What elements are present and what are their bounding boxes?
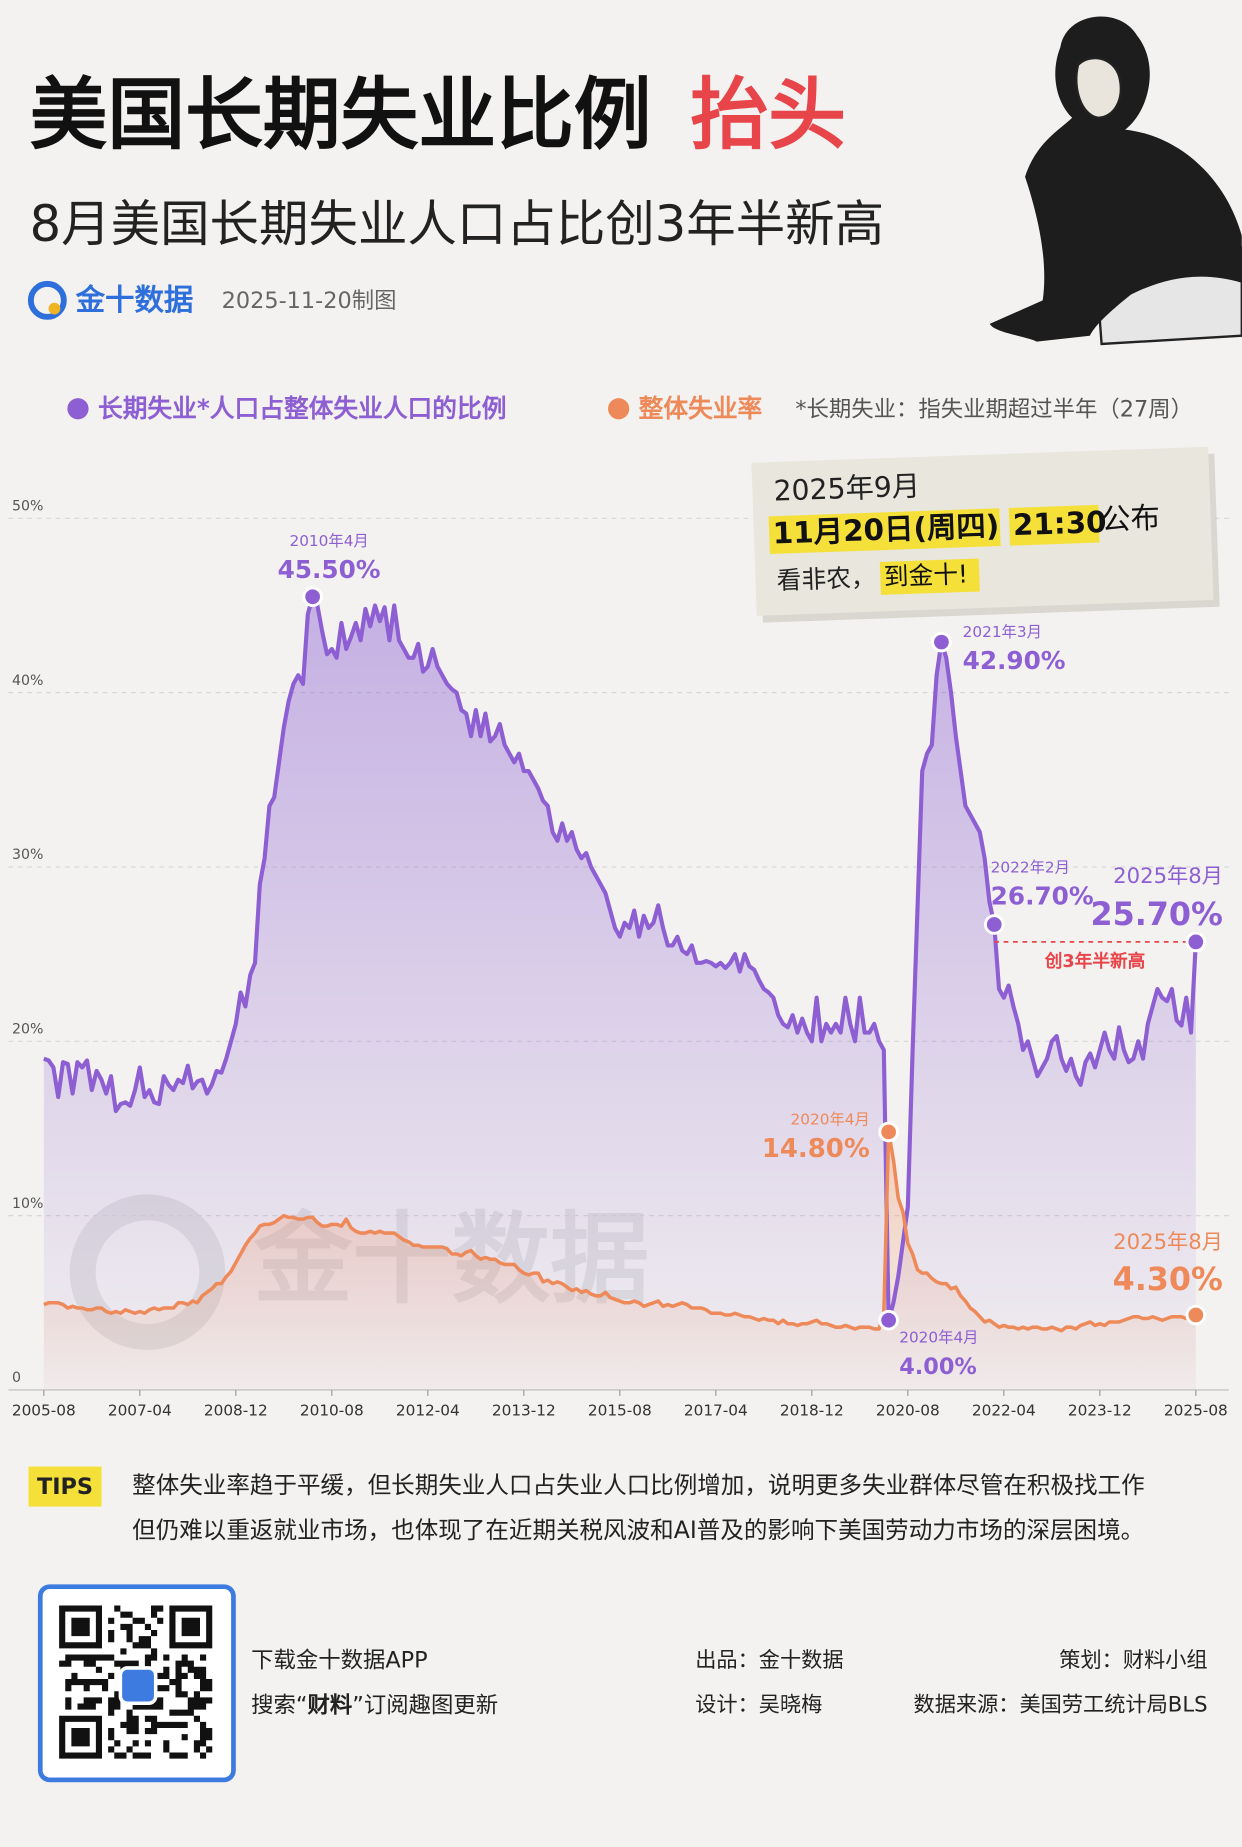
x-tick-label: 2010-08 [300,1402,364,1420]
record-note: 创3年半新高 [1044,950,1146,972]
x-tick-label: 2008-12 [204,1402,268,1420]
highlight [1008,504,1100,546]
callout-line1: 2025年9月 [773,470,921,508]
qr-logo [118,1666,158,1706]
area [43,596,1196,1390]
subtitle: 8月美国长期失业人口占比创3年半新高 [30,195,884,253]
search-keyword: 财料 [307,1692,352,1718]
y-tick-label: 20% [12,1022,43,1038]
highlight-point [1185,1304,1207,1326]
annotation-date: 2010年4月 [289,532,368,550]
footer-download: 下载金十数据APP [251,1647,428,1673]
figure [989,16,1242,342]
callout-date: 11月20日(周四) [772,509,1000,551]
highlight-point [983,914,1005,935]
tips-badge: TIPS [37,1474,93,1500]
annotation-date: 2020年4月 [899,1328,978,1346]
brand: 金十数据 [75,283,194,317]
annotation-date: 2025年8月 [1113,863,1223,888]
date: 2025-11-20制图 [222,288,397,314]
x-tick-label: 2025-08 [1164,1402,1228,1420]
search-suffix: ”订阅趣图更新 [352,1692,498,1718]
qr-frame [37,1584,236,1783]
callout-prompt: 看非农， [776,563,876,595]
annotation-date: 2021年3月 [963,623,1042,641]
y-tick-label: 30% [12,847,43,863]
annotation-value: 45.50% [278,555,381,584]
y-tick-label: 0 [12,1370,21,1386]
x-tick-label: 2007-04 [108,1402,172,1420]
legend-label: 整体失业率 [639,394,763,423]
x-tick-label: 2017-04 [684,1402,748,1420]
annotation-date: 2022年2月 [991,858,1070,876]
logo-dot [48,302,61,315]
x-tick-label: 2013-12 [492,1402,556,1420]
annotation-date: 2025年8月 [1113,1229,1223,1254]
face [1075,56,1122,119]
logo-ring [27,280,67,320]
footer-designer: 设计：吴晓梅 [695,1692,822,1717]
annotation-value: 26.70% [991,881,1094,910]
x-tick-label: 2022-04 [972,1402,1036,1420]
callout: 2025年9月 11月20日(周四) 21:30 公布 看非农， 到金十! [751,446,1220,623]
annotation-value: 25.70% [1090,896,1222,933]
callout-publish: 公布 [1101,501,1161,537]
y-tick-label: 40% [12,673,43,689]
x-tick-label: 2005-08 [12,1402,76,1420]
title: 美国长期失业比例 [30,71,652,161]
tips-line: 但仍难以重返就业市场，也体现了在近期关税风波和AI普及的影响下美国劳动力市场的深… [132,1516,1144,1544]
y-tick-label: 50% [12,499,43,515]
x-tick-label: 2012-04 [396,1402,460,1420]
x-tick-label: 2020-08 [876,1402,940,1420]
highlight [768,508,1001,555]
footer-source: 数据来源：美国劳工统计局BLS [914,1692,1208,1717]
annotation-date: 2020年4月 [791,1111,870,1129]
search-prefix: 搜索“ [251,1692,307,1718]
chart: 0 10% 20% 30% 40% 50% 2005-08 2007-04 2008-12 201… [8,499,1229,1420]
legend-marker [608,398,630,420]
annotation-value: 14.80% [762,1134,870,1164]
legend-note: *长期失业：指失业期超过半年（27周） [795,396,1193,422]
footer-producer: 出品：金十数据 [695,1647,843,1672]
brand-logo [27,280,67,320]
footer-planner: 策划：财料小组 [1059,1647,1207,1672]
highlight-point [931,631,952,653]
annotation-value: 4.30% [1113,1261,1223,1298]
line [43,594,1198,1323]
callout-time: 21:30 [1012,505,1107,542]
title-highlight: 抬头 [690,71,845,161]
x-tick-label: 2018-12 [780,1402,844,1420]
callout-cta: 到金十! [883,559,968,591]
line [43,1130,1197,1333]
tips-line: 整体失业率趋于平缓，但长期失业人口占失业人口比例增加，说明更多失业群体尽管在积极… [132,1471,1145,1499]
highlight [879,558,980,595]
x-tick-label: 2015-08 [588,1402,652,1420]
y-tick-label: 10% [12,1196,43,1212]
highlight-point [878,1309,899,1331]
highlight-point [302,586,323,608]
tips-badge-bg [28,1466,102,1507]
x-tick-label: 2023-12 [1068,1402,1132,1420]
annotation-value: 4.00% [899,1354,977,1380]
footer-search: 搜索“财料”订阅趣图更新 [251,1692,498,1718]
legend-label: 长期失业*人口占整体失业人口的比例 [98,394,506,423]
highlight-point [1185,931,1207,953]
legend-marker [67,398,89,420]
highlight-point [878,1121,899,1143]
annotation-value: 42.90% [963,646,1066,675]
area [43,1131,1196,1390]
